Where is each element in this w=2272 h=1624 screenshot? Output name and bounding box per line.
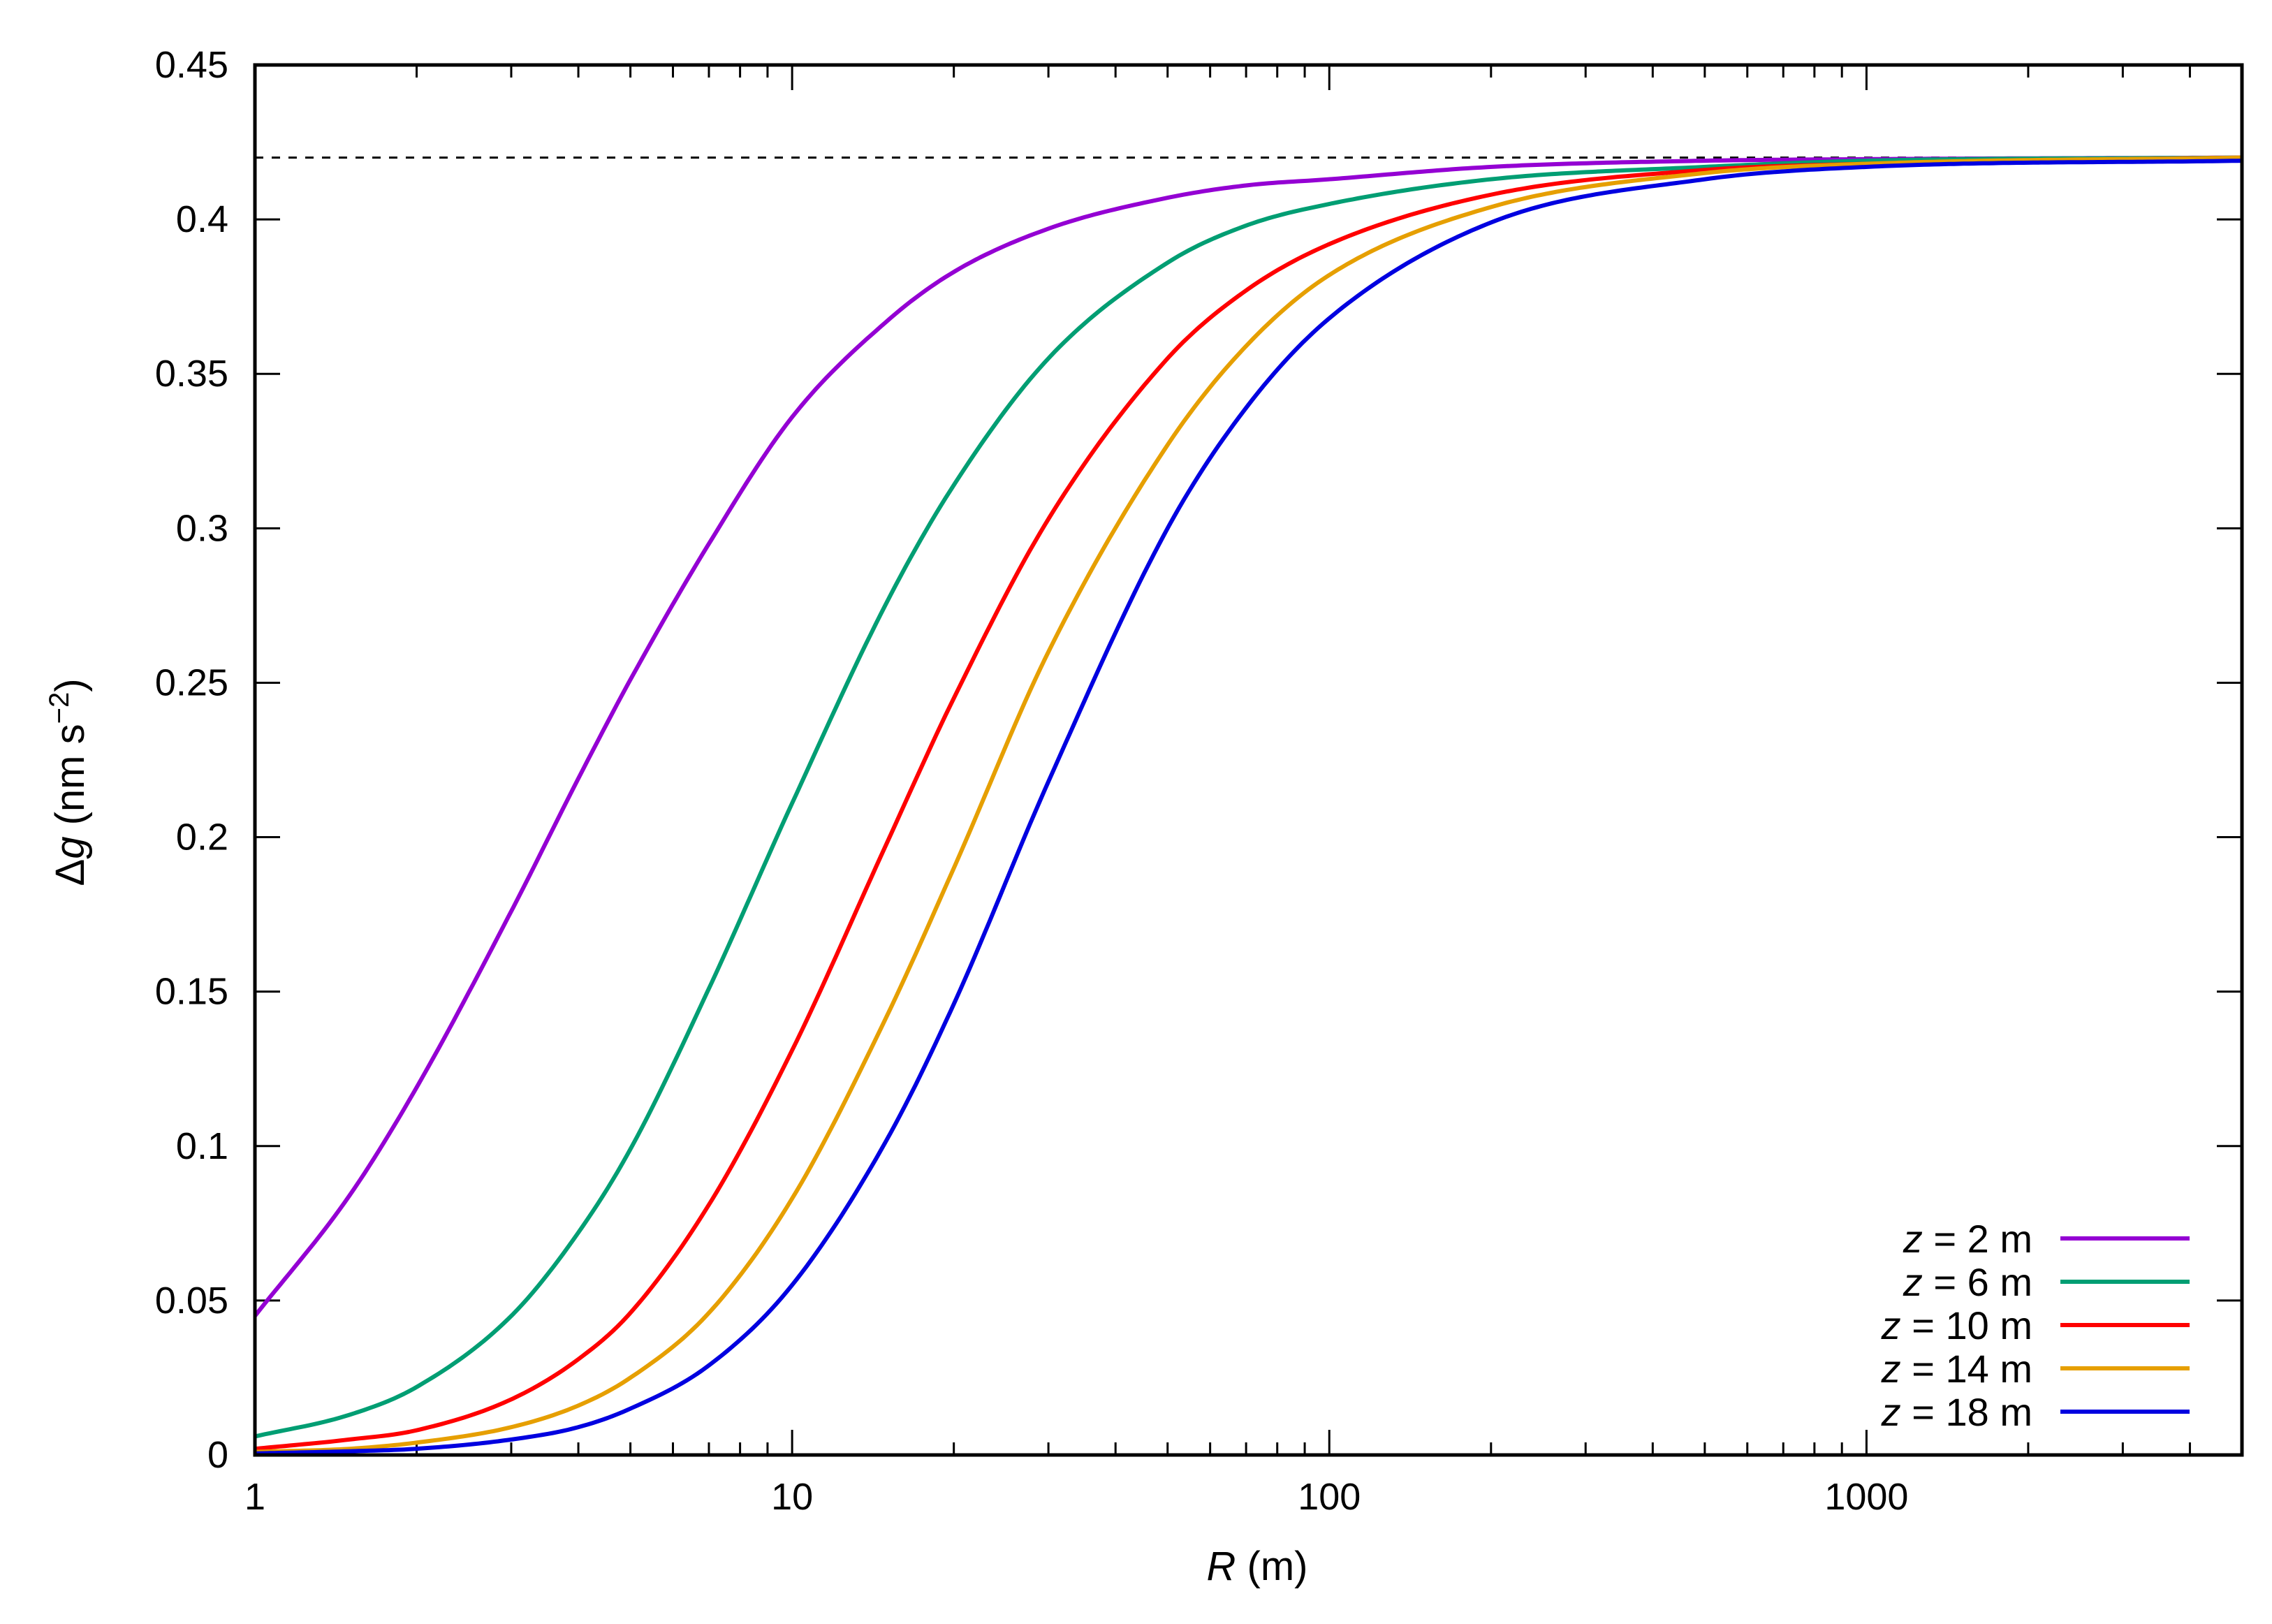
y-axis-label: Δg (nm s−2)	[44, 678, 93, 886]
y-tick-label: 0.45	[155, 44, 228, 86]
legend-label-z-14: z = 14 m	[1881, 1347, 2032, 1391]
x-tick-label: 1	[244, 1476, 265, 1518]
legend-label-z-10: z = 10 m	[1881, 1303, 2032, 1347]
y-axis-ticks: 0 0.05 0.1 0.15 0.2 0.25 0.3 0.35 0.4 0.45	[155, 44, 2242, 1476]
x-tick-label: 10	[771, 1476, 813, 1518]
x-tick-label: 1000	[1824, 1476, 1908, 1518]
x-axis-ticks: 1 10 100 1000	[244, 65, 2243, 1518]
legend-label-z-6: z = 6 m	[1903, 1260, 2032, 1304]
series-lines	[253, 155, 2243, 1456]
plot-frame	[253, 63, 2244, 1457]
legend-label-z-2: z = 2 m	[1903, 1217, 2032, 1261]
x-tick-label: 100	[1298, 1476, 1361, 1518]
y-tick-label: 0.15	[155, 971, 228, 1013]
y-tick-label: 0	[207, 1434, 228, 1476]
series-line-z-14	[254, 155, 2243, 1454]
y-tick-label: 0.2	[176, 817, 228, 858]
series-line-z-6	[254, 155, 2242, 1439]
x-axis-label: R (m)	[1207, 1544, 1308, 1589]
y-tick-label: 0.05	[155, 1280, 228, 1322]
y-tick-label: 0.3	[176, 507, 228, 549]
y-tick-label: 0.25	[155, 661, 228, 703]
legend: z = 2 mz = 6 mz = 10 mz = 14 mz = 18 m	[1881, 1217, 2190, 1434]
y-tick-label: 0.4	[176, 198, 228, 240]
y-tick-label: 0.35	[155, 353, 228, 395]
y-tick-label: 0.1	[176, 1125, 228, 1167]
series-line-z-18	[254, 159, 2243, 1456]
legend-label-z-18: z = 18 m	[1881, 1390, 2032, 1434]
